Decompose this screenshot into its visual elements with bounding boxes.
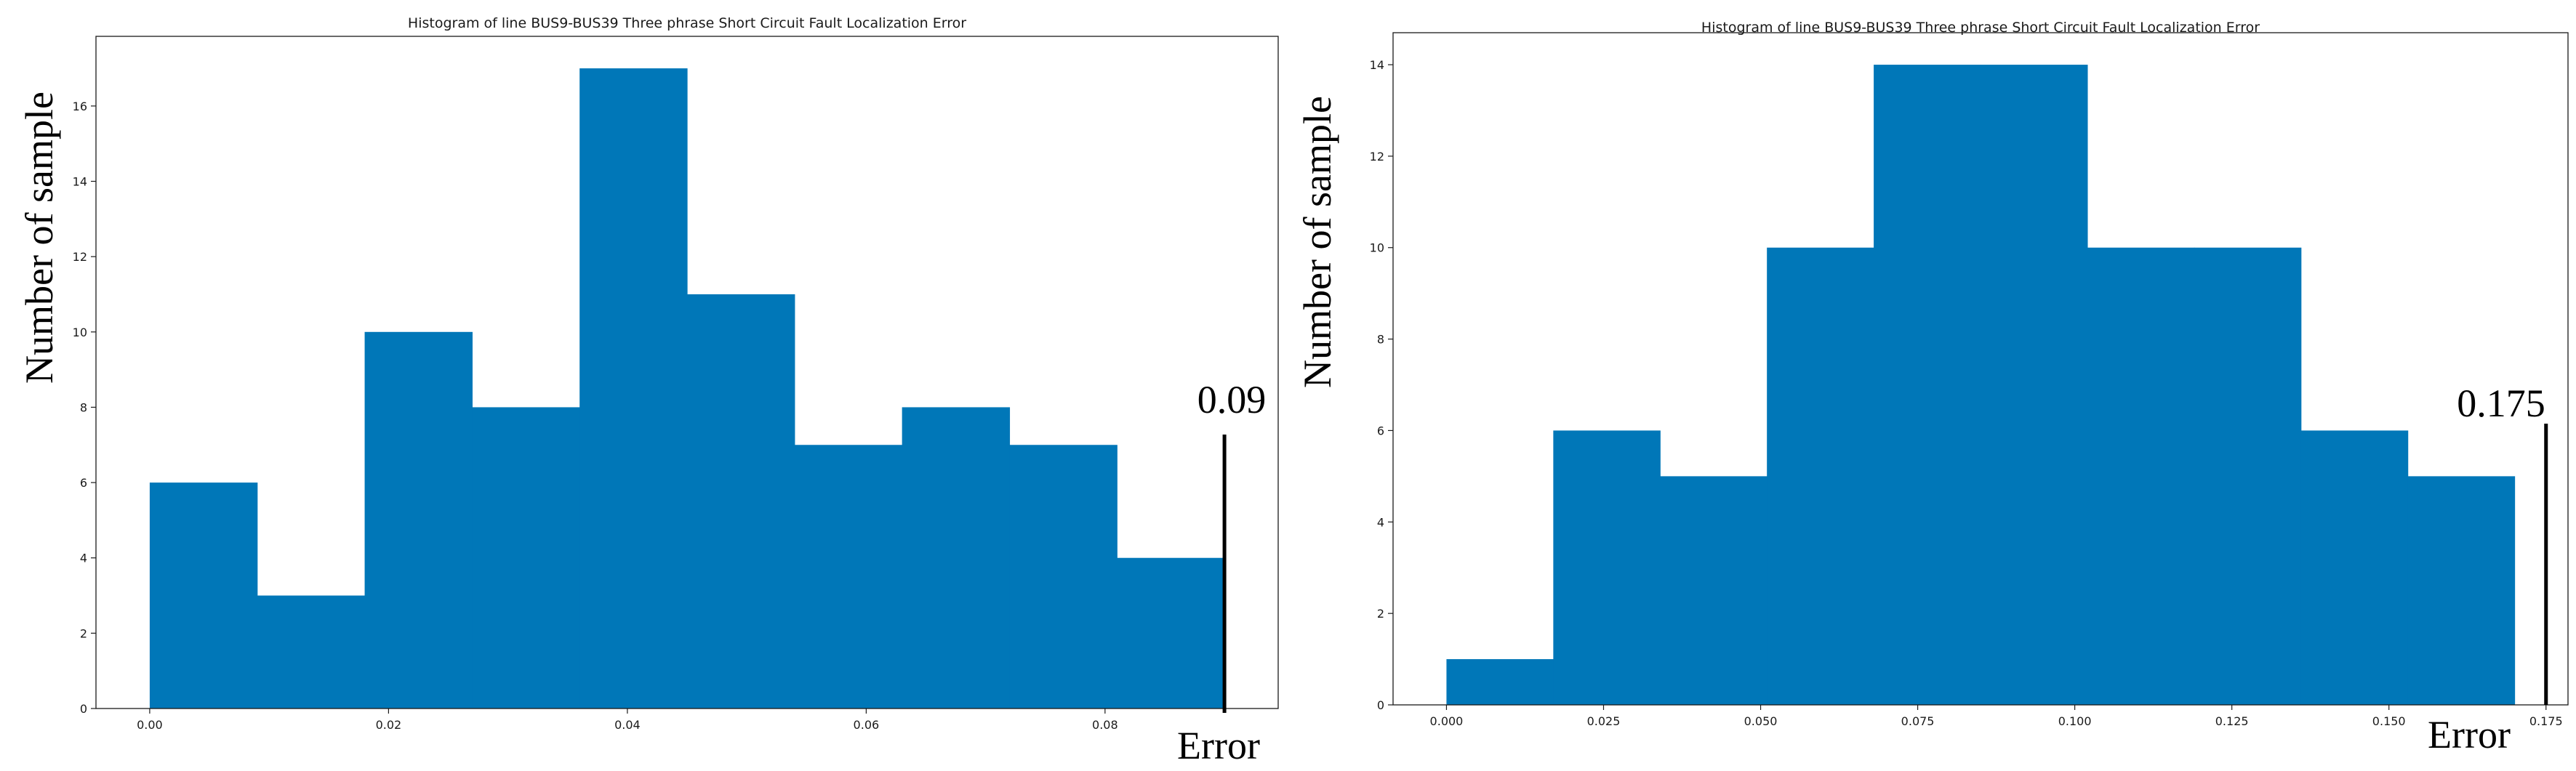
axes-frame [1392, 32, 2569, 706]
chart-title: Histogram of line BUS9-BUS39 Three phras… [1701, 20, 2260, 36]
y-tick-label: 0 [80, 702, 87, 716]
left-histogram-chart: 0.00 0.02 0.04 0.06 0.08 0 2 4 6 8 10 12 14 16 Histogr… [17, 15, 1279, 767]
x-tick-label: 0.08 [1092, 718, 1118, 732]
x-axis-label: Error [1177, 724, 1260, 767]
y-axis-label: Number of sample [1296, 96, 1339, 388]
histogram-bar [1660, 476, 1768, 705]
histogram-bar [1117, 557, 1225, 709]
histogram-bar [1767, 247, 1874, 705]
histogram-bar [2407, 476, 2516, 705]
histogram-bar [1981, 65, 2088, 706]
chart-title: Histogram of line BUS9-BUS39 Three phras… [408, 15, 966, 31]
x-tick-label: 0.125 [2215, 714, 2249, 728]
x-tick-label: 0.075 [1901, 714, 1935, 728]
histogram-bar [2194, 247, 2302, 705]
x-tick-label: 0.06 [854, 718, 880, 732]
x-tick-label: 0.175 [2529, 714, 2563, 728]
y-tick-label: 6 [80, 476, 87, 490]
max-error-annotation: 0.09 [1197, 378, 1267, 421]
y-tick-label: 2 [1377, 607, 1384, 621]
histogram-bars [1446, 65, 2516, 706]
histogram-bar [794, 445, 903, 709]
x-tick-label: 0.00 [137, 718, 163, 732]
histogram-bar [579, 68, 688, 709]
y-axis-ticks: 0 2 4 6 8 10 12 14 16 [73, 100, 96, 716]
x-tick-label: 0.150 [2372, 714, 2406, 728]
y-tick-label: 8 [80, 400, 87, 414]
histogram-bar [364, 331, 473, 709]
histogram-bar [1446, 659, 1554, 705]
histogram-bar [2087, 247, 2195, 705]
x-axis-ticks: 0.00 0.02 0.04 0.06 0.08 [137, 709, 1118, 732]
x-tick-label: 0.000 [1430, 714, 1464, 728]
y-tick-label: 10 [1370, 241, 1384, 255]
y-tick-label: 12 [73, 250, 87, 264]
y-tick-label: 10 [73, 326, 87, 339]
histogram-bar [687, 294, 795, 709]
y-tick-label: 2 [80, 626, 87, 640]
y-tick-label: 6 [1377, 424, 1384, 437]
y-tick-label: 4 [80, 552, 87, 565]
histogram-bar [1874, 65, 1981, 706]
histogram-bar [1009, 445, 1118, 709]
x-tick-label: 0.100 [2058, 714, 2092, 728]
y-tick-label: 12 [1370, 150, 1384, 164]
axes-frame [95, 36, 1279, 709]
y-tick-label: 16 [73, 100, 87, 113]
x-tick-label: 0.04 [614, 718, 641, 732]
histogram-bar [257, 595, 366, 709]
y-axis-ticks: 0 2 4 6 8 10 12 14 [1370, 58, 1393, 712]
histogram-bar [472, 407, 580, 709]
y-tick-label: 14 [73, 175, 87, 189]
max-error-annotation: 0.175 [2457, 382, 2545, 425]
x-axis-ticks: 0.000 0.025 0.050 0.075 0.100 0.125 0.150 0.175 [1430, 705, 2563, 728]
x-tick-label: 0.02 [376, 718, 402, 732]
histogram-bar [2300, 430, 2409, 705]
x-tick-label: 0.025 [1587, 714, 1621, 728]
y-tick-label: 4 [1377, 515, 1384, 529]
y-tick-label: 0 [1377, 698, 1384, 712]
y-tick-label: 14 [1370, 58, 1384, 72]
right-histogram-chart: 0.000 0.025 0.050 0.075 0.100 0.125 0.150 0.175… [1296, 20, 2569, 756]
histogram-bars [149, 68, 1225, 709]
x-axis-label: Error [2428, 713, 2511, 756]
x-tick-label: 0.050 [1744, 714, 1778, 728]
histogram-bar [149, 483, 258, 709]
y-tick-label: 8 [1377, 333, 1384, 347]
histogram-bar [902, 407, 1011, 709]
y-axis-label: Number of sample [17, 92, 61, 384]
histogram-bar [1553, 430, 1661, 705]
